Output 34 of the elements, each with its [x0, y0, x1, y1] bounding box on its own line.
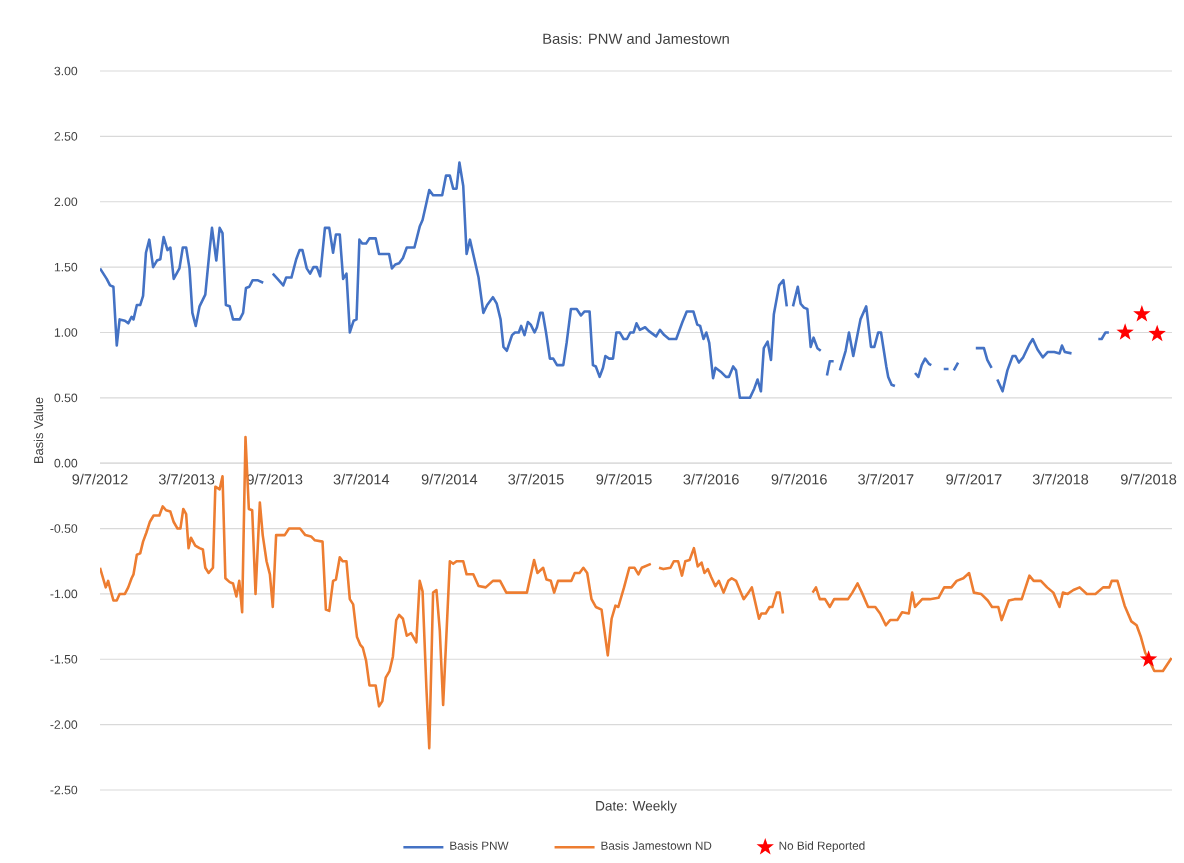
x-tick-label: 9/7/2014 — [421, 473, 478, 485]
x-tick-label: 9/7/2015 — [596, 473, 652, 485]
x-tick-label: 3/7/2017 — [858, 473, 914, 485]
y-tick-label: 1.50 — [54, 262, 78, 272]
chart-title: Basis: PNW and Jamestown — [543, 33, 729, 44]
legend-label: No Bid Reported — [779, 841, 865, 853]
x-axis-title: Date: Weekly — [596, 800, 677, 814]
y-tick-label: 2.50 — [54, 132, 78, 141]
y-tick-label: 1.00 — [54, 328, 78, 337]
y-tick-label: 2.00 — [54, 197, 78, 207]
x-tick-label: 3/7/2013 — [158, 473, 215, 485]
x-tick-label: 3/7/2018 — [1032, 473, 1089, 485]
point — [1148, 324, 1166, 342]
point — [1133, 305, 1151, 322]
x-tick-label: 9/7/2016 — [771, 473, 827, 485]
legend-label: Basis PNW — [450, 841, 509, 850]
y-tick-label: -1.00 — [50, 589, 78, 599]
x-tick-label: 3/7/2016 — [683, 473, 739, 485]
y-tick-label: -2.50 — [50, 785, 78, 795]
legend-label: Basis Jamestown ND — [601, 841, 712, 850]
y-tick-label: 3.00 — [54, 66, 78, 76]
x-tick-label: 9/7/2018 — [1120, 473, 1177, 485]
x-tick-label: 3/7/2014 — [333, 473, 390, 485]
y-tick-label: 0.50 — [54, 393, 78, 403]
y-tick-label: -2.00 — [50, 720, 78, 729]
point — [1116, 323, 1134, 340]
y-axis-title: Basis Value — [33, 397, 44, 463]
x-tick-label: 3/7/2015 — [508, 473, 564, 485]
y-tick-label: 0.00 — [54, 458, 78, 468]
y-tick-label: -0.50 — [50, 524, 78, 533]
x-tick-label: 9/7/2012 — [72, 473, 128, 485]
x-tick-label: 9/7/2017 — [946, 473, 1002, 485]
point — [1139, 650, 1158, 667]
y-tick-label: -1.50 — [50, 654, 78, 664]
